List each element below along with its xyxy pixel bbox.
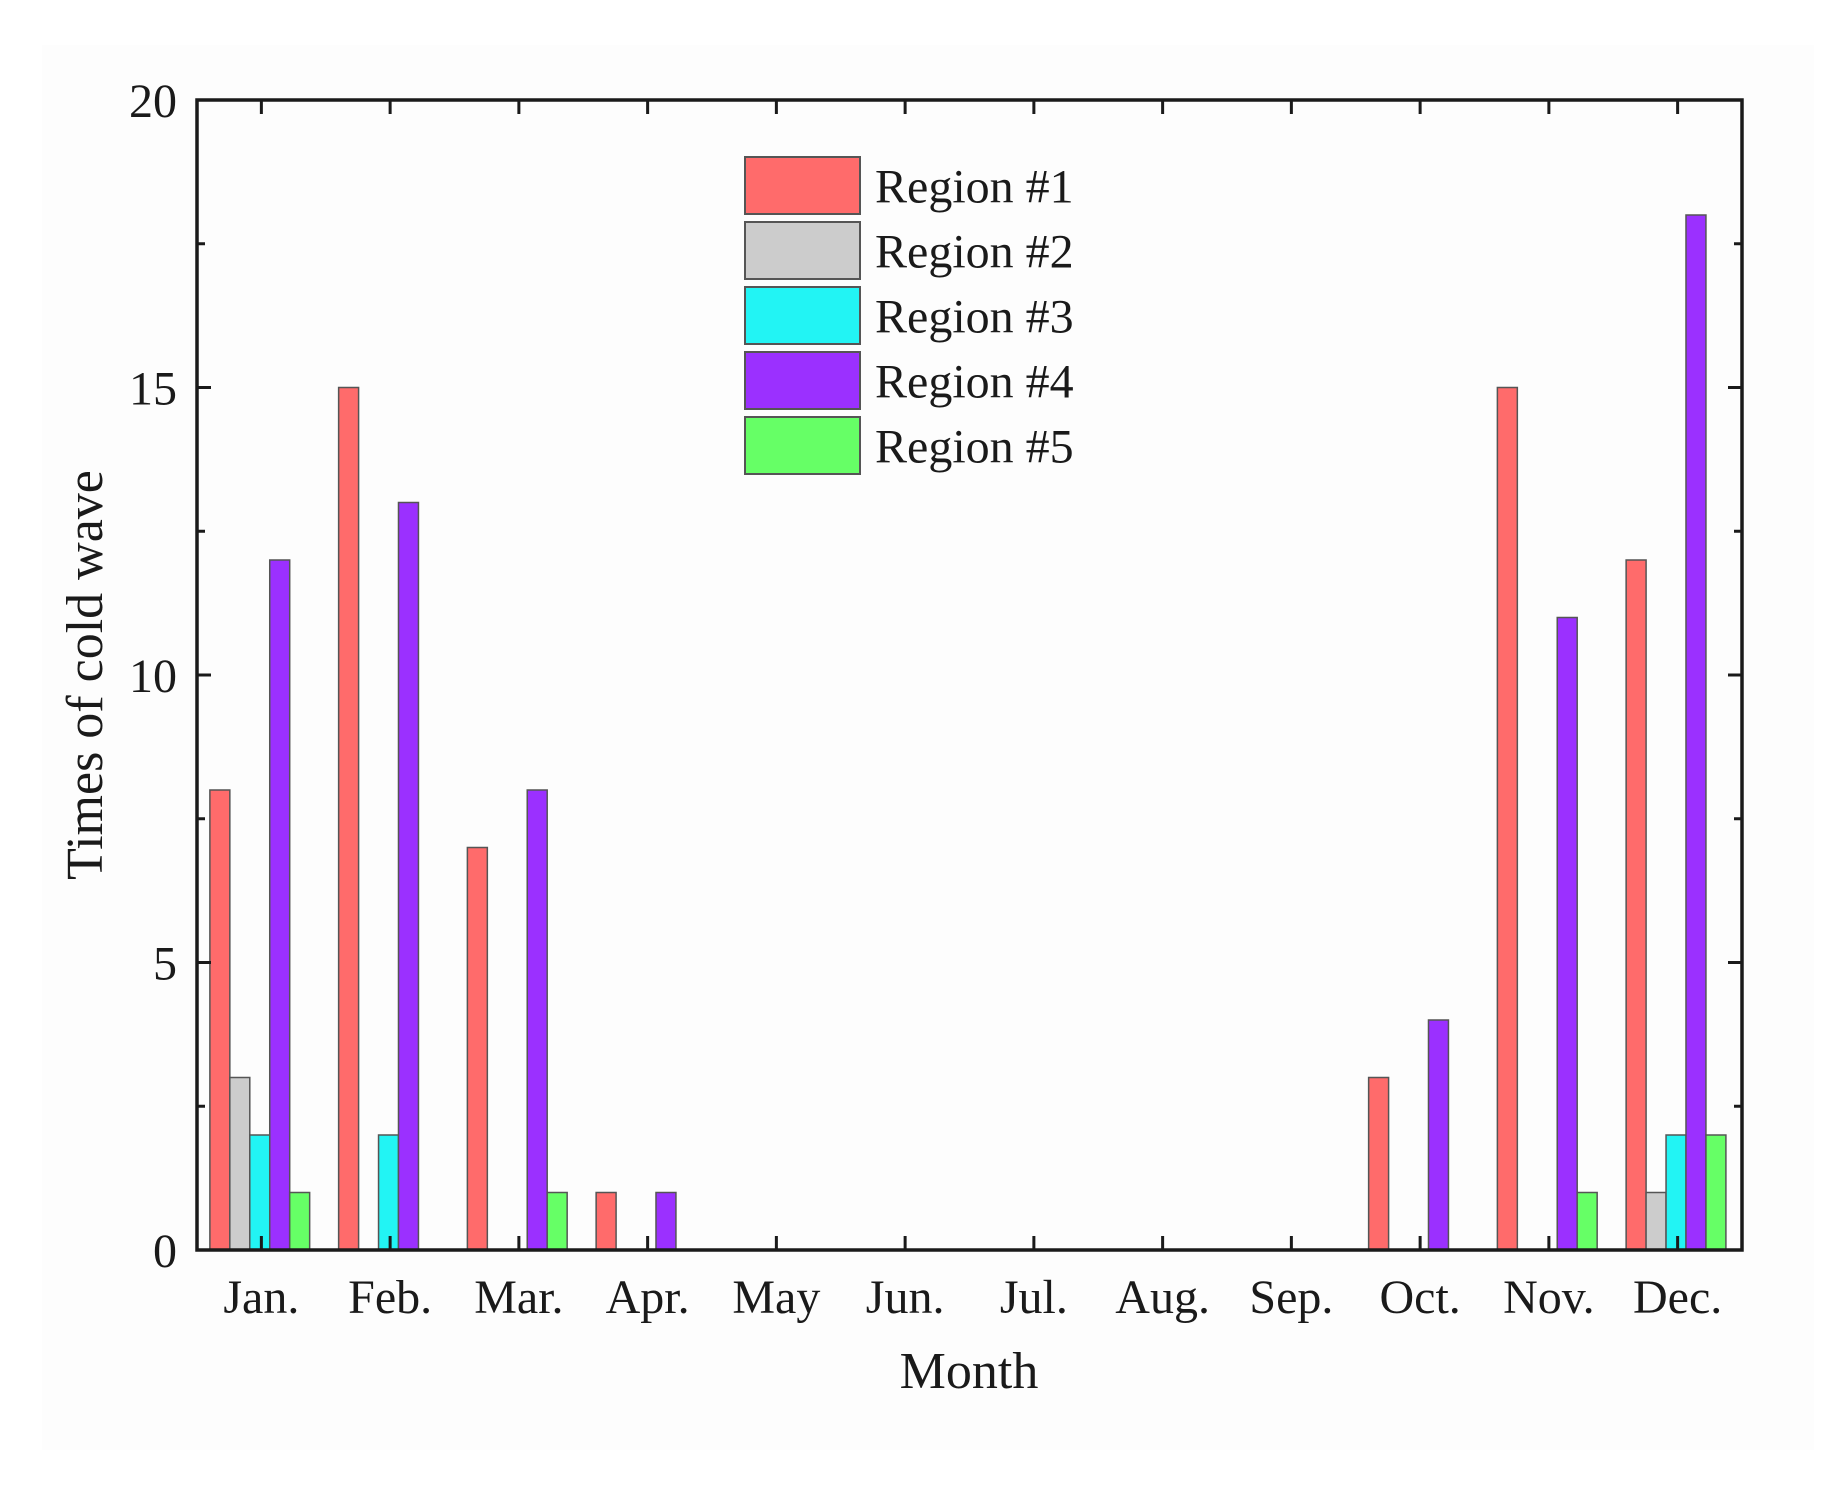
bar-region-3-jan	[249, 1134, 271, 1251]
legend-swatch-region-2	[744, 221, 861, 280]
x-tick-label-dec: Dec.	[1633, 1271, 1722, 1324]
bar-region-2-dec	[1645, 1191, 1667, 1251]
figure-background	[42, 45, 1814, 1450]
bar-region-1-apr	[595, 1191, 617, 1251]
x-tick-label-jul: Jul.	[1000, 1271, 1068, 1324]
legend-label-region-4: Region #4	[875, 356, 1074, 409]
y-tick-label: 10	[129, 650, 177, 703]
x-axis-title: Month	[900, 1343, 1039, 1400]
legend-label-region-1: Region #1	[875, 161, 1074, 214]
bar-region-5-nov	[1576, 1191, 1598, 1251]
x-tick-label-apr: Apr.	[606, 1271, 690, 1324]
x-tick-label-may: May	[732, 1271, 820, 1324]
bar-region-5-dec	[1705, 1134, 1727, 1251]
bars-layer	[209, 214, 1727, 1251]
bar-region-5-mar	[546, 1191, 568, 1251]
legend-swatch-region-4	[744, 351, 861, 410]
bar-region-4-apr	[655, 1191, 677, 1251]
bar-region-2-jan	[229, 1076, 251, 1251]
bar-region-1-mar	[466, 846, 489, 1251]
x-tick-label-jan: Jan.	[223, 1271, 299, 1324]
bar-region-4-oct	[1427, 1019, 1450, 1251]
x-tick-label-aug: Aug.	[1115, 1271, 1210, 1324]
legend-label-region-5: Region #5	[875, 421, 1074, 474]
y-tick-label: 5	[153, 938, 177, 991]
bar-region-1-jan	[209, 789, 231, 1251]
bar-region-4-jan	[268, 559, 291, 1251]
bar-region-4-nov	[1556, 616, 1578, 1251]
x-tick-label-mar: Mar.	[474, 1271, 563, 1324]
bar-region-1-dec	[1625, 559, 1647, 1251]
x-tick-label-jun: Jun.	[866, 1271, 945, 1324]
legend: Region #1 Region #2 Region #3 Region #4 Regi…	[744, 156, 1074, 475]
x-tick-label-feb: Feb.	[348, 1271, 432, 1324]
y-tick-label: 0	[153, 1225, 177, 1278]
x-tick-label-nov: Nov.	[1503, 1271, 1595, 1324]
bar-region-1-oct	[1367, 1076, 1390, 1251]
labels-layer: 0 5 10 15 20 Jan. Feb. Mar. Apr. May Jun. Jul. Aug. S…	[129, 75, 1722, 1324]
bar-region-3-dec	[1665, 1134, 1687, 1251]
legend-swatch-region-5	[744, 416, 861, 475]
x-tick-label-oct: Oct.	[1379, 1271, 1460, 1324]
legend-swatch-region-1	[744, 156, 861, 215]
bar-region-4-feb	[397, 501, 420, 1251]
y-tick-label: 20	[129, 75, 177, 128]
legend-label-region-3: Region #3	[875, 291, 1074, 344]
legend-label-region-2: Region #2	[875, 226, 1074, 279]
bar-region-5-jan	[288, 1191, 311, 1251]
y-axis-title: Times of cold wave	[57, 470, 114, 880]
legend-swatch-region-3	[744, 286, 861, 345]
bar-region-1-feb	[337, 386, 360, 1251]
x-tick-label-sep: Sep.	[1249, 1271, 1333, 1324]
bar-region-1-nov	[1496, 386, 1519, 1251]
bar-region-3-feb	[377, 1134, 400, 1251]
plot-frame	[195, 98, 1744, 1252]
y-tick-label: 15	[129, 363, 177, 416]
bar-region-4-dec	[1685, 214, 1707, 1251]
bar-region-4-mar	[526, 789, 548, 1251]
